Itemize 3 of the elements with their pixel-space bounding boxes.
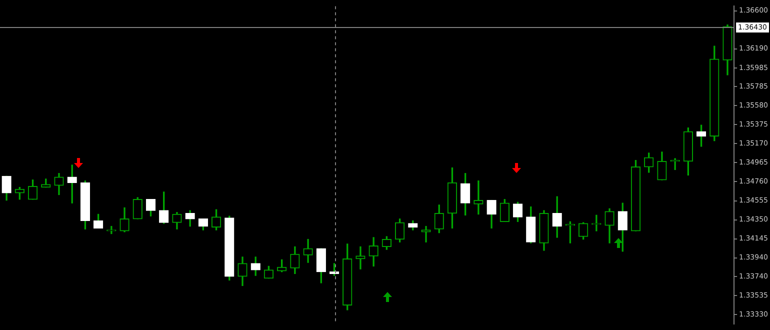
candlestick xyxy=(356,246,366,270)
candlestick xyxy=(421,226,431,242)
candlestick xyxy=(474,180,484,215)
